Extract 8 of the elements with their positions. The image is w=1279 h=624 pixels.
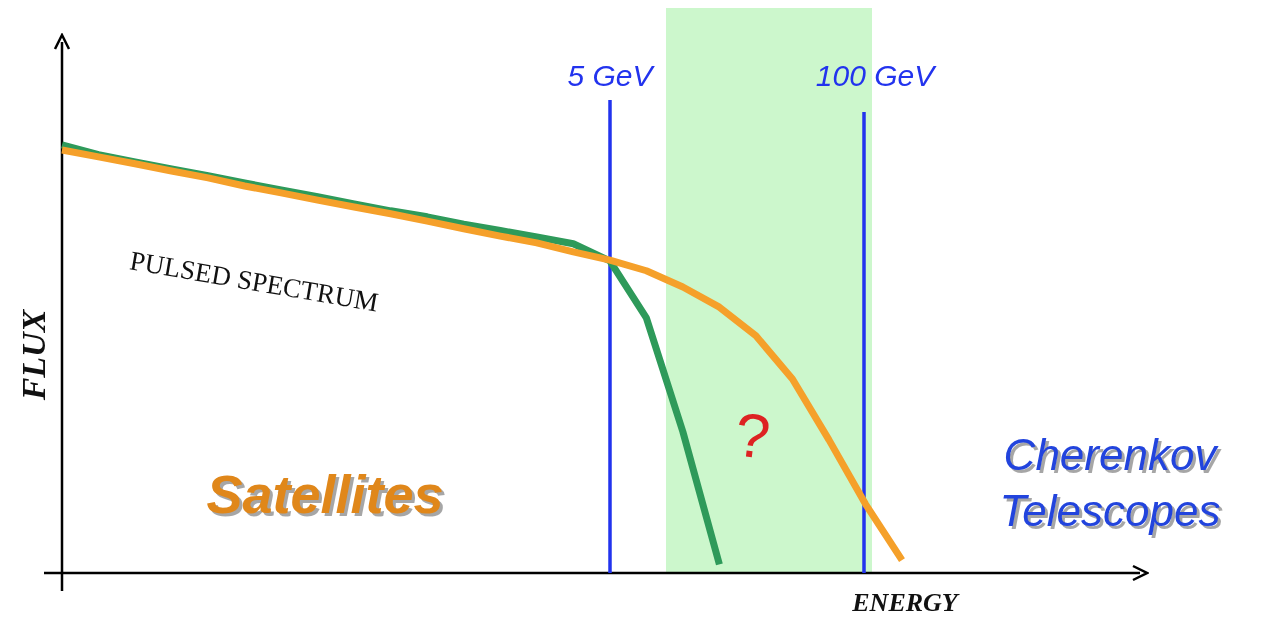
annotation: PULSED SPECTRUM [127,245,381,318]
text: 100 GeV [815,59,938,93]
annotation: ? [731,399,774,472]
x-axis-title: ENERGY [851,587,960,617]
y-axis-title: FLUX [14,308,52,402]
text: 5 GeV [567,59,656,93]
annotation: Satellites [209,466,447,527]
text: Cherenkov Telescopes [1002,430,1224,539]
